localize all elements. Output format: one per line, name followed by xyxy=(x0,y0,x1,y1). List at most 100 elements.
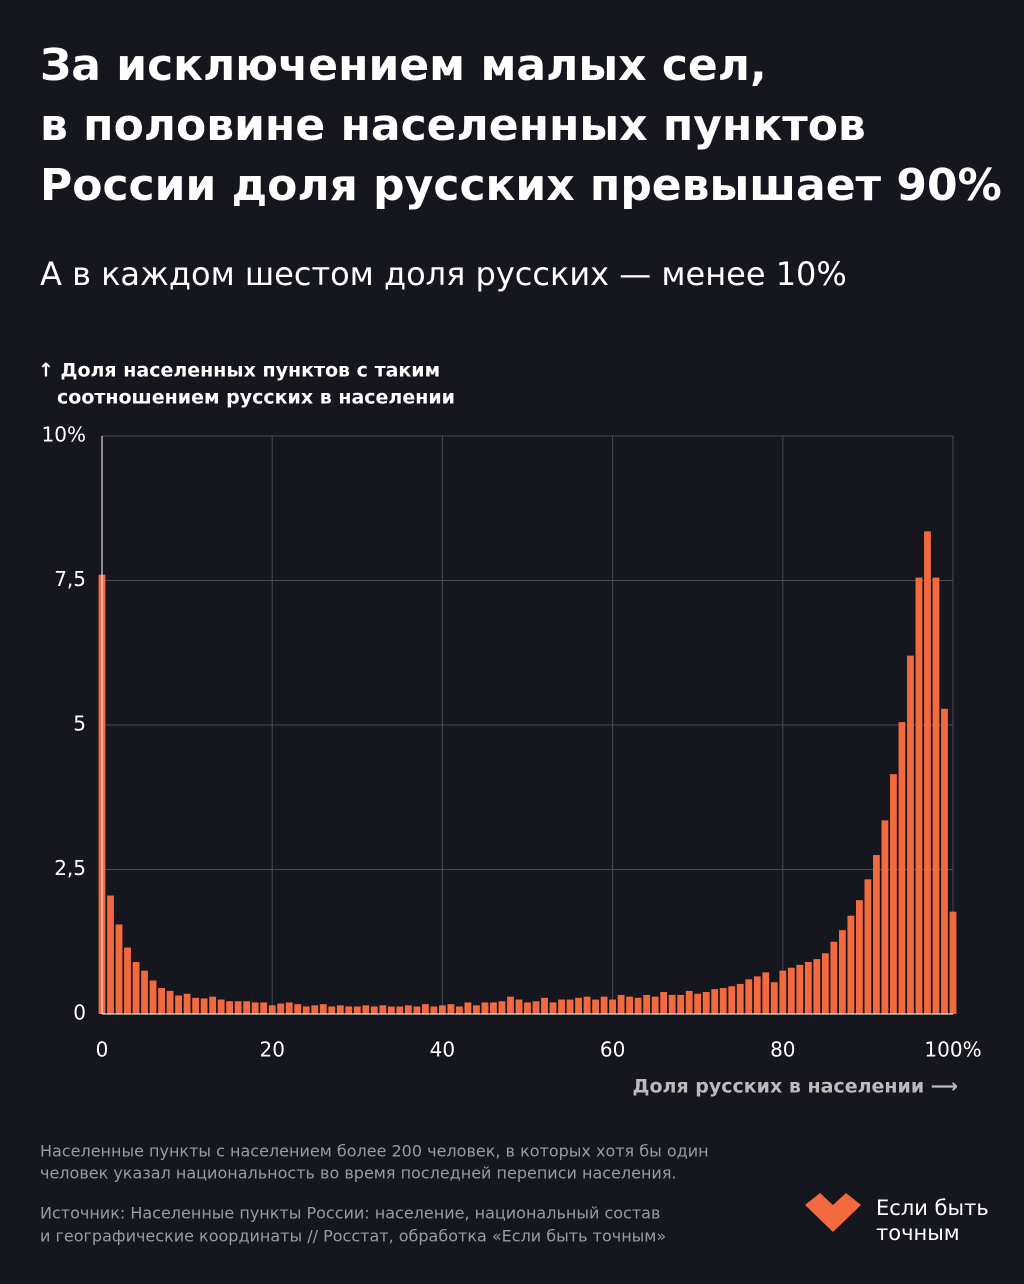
bar xyxy=(328,1006,336,1014)
chart-title: в половине населенных пунктов xyxy=(40,100,866,151)
bar xyxy=(541,997,548,1014)
bar xyxy=(515,999,523,1014)
bar xyxy=(234,1001,242,1014)
bar xyxy=(779,970,787,1014)
bar xyxy=(643,994,651,1014)
bar xyxy=(438,1005,446,1014)
bar xyxy=(532,1001,540,1014)
bar xyxy=(932,577,940,1014)
bar xyxy=(609,999,617,1014)
bar xyxy=(413,1006,421,1014)
bar xyxy=(753,976,761,1014)
x-tick-label: 40 xyxy=(430,1038,455,1062)
bar xyxy=(864,879,872,1014)
bar xyxy=(362,1005,370,1014)
logo-icon xyxy=(805,1193,861,1232)
bar xyxy=(387,1006,395,1014)
source: и географические координаты // Росстат, … xyxy=(40,1227,666,1246)
bar xyxy=(719,987,727,1014)
bar xyxy=(124,947,131,1014)
bar xyxy=(702,992,710,1014)
bar xyxy=(787,967,795,1014)
bar xyxy=(200,998,208,1014)
bar xyxy=(490,1002,497,1014)
bar xyxy=(898,722,906,1014)
bar xyxy=(115,924,123,1014)
bar xyxy=(158,987,165,1014)
footnote: Населенные пункты с населением более 200… xyxy=(40,1142,709,1161)
bar xyxy=(941,708,948,1014)
bar xyxy=(175,995,182,1014)
bar xyxy=(447,1004,455,1014)
bar xyxy=(141,970,148,1014)
bar xyxy=(736,983,744,1014)
bar xyxy=(617,994,625,1014)
bar xyxy=(481,1002,489,1014)
bar xyxy=(711,989,719,1014)
bar xyxy=(677,994,685,1014)
bar xyxy=(302,1006,310,1014)
bar xyxy=(319,1004,327,1014)
logo-text: точным xyxy=(876,1221,960,1245)
bar xyxy=(847,915,855,1014)
bar xyxy=(651,996,659,1014)
bar xyxy=(183,993,191,1014)
bar xyxy=(592,999,599,1014)
bar xyxy=(226,1001,234,1014)
bar xyxy=(796,964,804,1014)
source: Источник: Населенные пункты России: насе… xyxy=(40,1204,660,1223)
bar xyxy=(949,911,957,1014)
bar xyxy=(728,986,736,1014)
bar xyxy=(668,994,676,1014)
y-tick-label: 2,5 xyxy=(54,856,86,880)
bar xyxy=(890,774,897,1014)
bar xyxy=(277,1003,285,1014)
bar xyxy=(813,959,821,1014)
bar xyxy=(260,1002,268,1014)
y-tick-label: 10% xyxy=(42,423,86,447)
bar xyxy=(268,1005,276,1014)
bar xyxy=(600,996,608,1014)
bar xyxy=(549,1002,557,1014)
bar xyxy=(583,996,591,1014)
bar xyxy=(830,941,838,1014)
bar xyxy=(473,1005,480,1014)
bar xyxy=(285,1002,293,1014)
bar xyxy=(379,1005,387,1014)
bar xyxy=(915,577,923,1014)
bar xyxy=(336,1005,344,1014)
bar xyxy=(404,1005,412,1014)
bar xyxy=(396,1006,404,1014)
bar xyxy=(634,997,642,1014)
bar xyxy=(149,980,157,1014)
y-axis-label: соотношением русских в населении xyxy=(57,387,455,409)
bar xyxy=(251,1002,259,1014)
bar xyxy=(804,961,812,1014)
subtitle: А в каждом шестом доля русских — менее 1… xyxy=(40,255,847,293)
bar xyxy=(566,999,574,1014)
bar xyxy=(209,996,217,1014)
bar xyxy=(345,1006,353,1014)
bar xyxy=(838,930,846,1014)
bar xyxy=(430,1006,438,1014)
chart-title: За исключением малых сел, xyxy=(40,40,767,91)
bar xyxy=(685,990,693,1014)
bar xyxy=(881,820,889,1014)
bar xyxy=(821,953,829,1014)
bar xyxy=(660,992,668,1014)
bar xyxy=(370,1006,378,1014)
y-tick-label: 7,5 xyxy=(54,567,86,591)
y-tick-label: 5 xyxy=(73,712,86,736)
x-axis-label: Доля русских в населении ⟶ xyxy=(633,1076,958,1098)
bar xyxy=(311,1005,319,1014)
bar xyxy=(243,1001,251,1014)
bar xyxy=(770,982,778,1014)
bar xyxy=(524,1002,531,1014)
bar xyxy=(745,979,753,1014)
bar xyxy=(456,1006,463,1014)
bar xyxy=(498,1001,506,1014)
bar xyxy=(464,1002,472,1014)
logo-text: Если быть xyxy=(876,1196,989,1220)
